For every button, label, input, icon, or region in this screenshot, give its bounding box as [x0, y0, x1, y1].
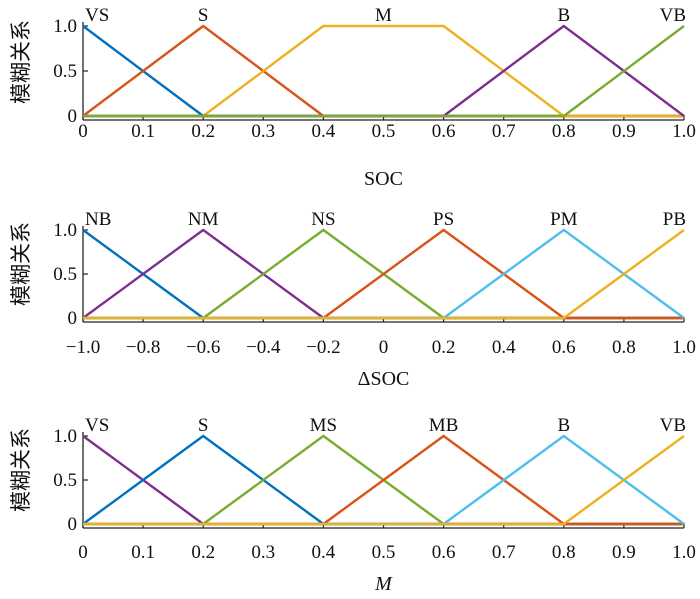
- x-tick-label: −0.4: [246, 337, 281, 358]
- membership-line-vs: [82, 25, 684, 118]
- set-label-mb: MB: [429, 415, 459, 436]
- y-tick-label: 0: [68, 106, 78, 127]
- set-label-vb: VB: [660, 5, 686, 26]
- membership-line-s: [82, 24, 684, 118]
- x-tick-label: 0.8: [552, 121, 576, 142]
- x-tick-label: 0: [379, 337, 389, 358]
- x-axis-title: SOC: [364, 168, 403, 190]
- x-tick-label: 0.3: [251, 542, 275, 563]
- set-label-s: S: [198, 5, 209, 26]
- x-tick-label: 0.6: [552, 337, 576, 358]
- x-axis-title: M: [374, 573, 393, 595]
- set-label-vb: VB: [660, 415, 686, 436]
- x-tick-label: 0: [78, 121, 88, 142]
- x-tick-label: 0.3: [251, 121, 275, 142]
- y-axis-title: 模糊关系: [9, 222, 33, 306]
- x-tick-label: 0.6: [432, 121, 456, 142]
- set-label-ps: PS: [433, 209, 454, 230]
- x-tick-label: 0.2: [191, 121, 215, 142]
- set-label-vs: VS: [85, 5, 109, 26]
- set-label-vs: VS: [85, 415, 109, 436]
- chart-panel-2: 模糊关系 0 0.5 1.0 −1.0 −0.8 −0.6 −0.4 −0.2 0 0.2 0.4 0.…: [9, 209, 696, 390]
- set-label-ns: NS: [311, 209, 335, 230]
- y-tick-label: 0.5: [53, 470, 77, 491]
- chart-panel-1: 模糊关系 0 0.5 1.0 0 0.1 0.2 0.3 0.4 0.5 0.6 0.7 0.8 0.9 1…: [9, 5, 696, 190]
- set-label-nb: NB: [85, 209, 111, 230]
- x-tick-label: 0.7: [492, 121, 516, 142]
- x-tick-label: 0.4: [492, 337, 516, 358]
- x-tick-label: 0.5: [372, 542, 396, 563]
- y-tick-label: 0: [68, 514, 78, 535]
- x-tick-label: 0.2: [191, 542, 215, 563]
- x-tick-label: 0.1: [131, 542, 155, 563]
- set-label-nm: NM: [188, 209, 219, 230]
- membership-line-pb: [83, 229, 685, 320]
- x-tick-label: 0.2: [432, 337, 456, 358]
- chart-panel-3: 模糊关系 0 0.5 1.0 0 0.1 0.2 0.3 0.4 0.5 0.6 0.7 0.8 0.9 1…: [9, 415, 696, 595]
- x-tick-label: 1.0: [672, 337, 696, 358]
- set-label-pb: PB: [663, 209, 686, 230]
- membership-line-vb: [83, 25, 685, 118]
- x-tick-label: 0.4: [312, 121, 336, 142]
- set-label-m: M: [375, 5, 392, 26]
- y-axis-title: 模糊关系: [9, 20, 33, 104]
- set-label-b: B: [557, 5, 570, 26]
- set-label-pm: PM: [550, 209, 578, 230]
- x-tick-label: 0.6: [432, 542, 456, 563]
- y-tick-label: 1.0: [53, 16, 77, 37]
- set-label-ms: MS: [310, 415, 337, 436]
- y-axis-title: 模糊关系: [9, 428, 33, 512]
- set-label-s: S: [198, 415, 209, 436]
- x-tick-label: 0.1: [131, 121, 155, 142]
- membership-line-ps: [83, 228, 684, 320]
- y-tick-label: 0.5: [53, 61, 77, 82]
- y-tick-label: 1.0: [53, 426, 77, 447]
- y-tick-label: 0.5: [53, 264, 77, 285]
- x-tick-label: 1.0: [672, 542, 696, 563]
- x-tick-label: −0.6: [186, 337, 220, 358]
- x-tick-label: 0.8: [612, 337, 636, 358]
- x-tick-label: −0.8: [126, 337, 160, 358]
- x-tick-label: 0.5: [372, 121, 396, 142]
- x-tick-label: 0: [78, 542, 88, 563]
- x-tick-label: 0.9: [612, 542, 636, 563]
- x-axis-title: ΔSOC: [358, 368, 410, 390]
- y-tick-label: 1.0: [53, 220, 77, 241]
- x-tick-label: 1.0: [672, 121, 696, 142]
- x-tick-label: 0.7: [492, 542, 516, 563]
- x-tick-label: −0.2: [306, 337, 340, 358]
- y-tick-label: 0: [68, 308, 78, 329]
- set-label-b: B: [557, 415, 570, 436]
- x-tick-label: 0.9: [612, 121, 636, 142]
- membership-line-m: [83, 24, 684, 118]
- x-tick-label: 0.4: [312, 542, 336, 563]
- membership-line-vb: [83, 435, 685, 526]
- membership-line-mb: [83, 434, 684, 526]
- membership-line-b: [83, 24, 685, 118]
- x-tick-label: 0.8: [552, 542, 576, 563]
- x-tick-label: −1.0: [66, 337, 100, 358]
